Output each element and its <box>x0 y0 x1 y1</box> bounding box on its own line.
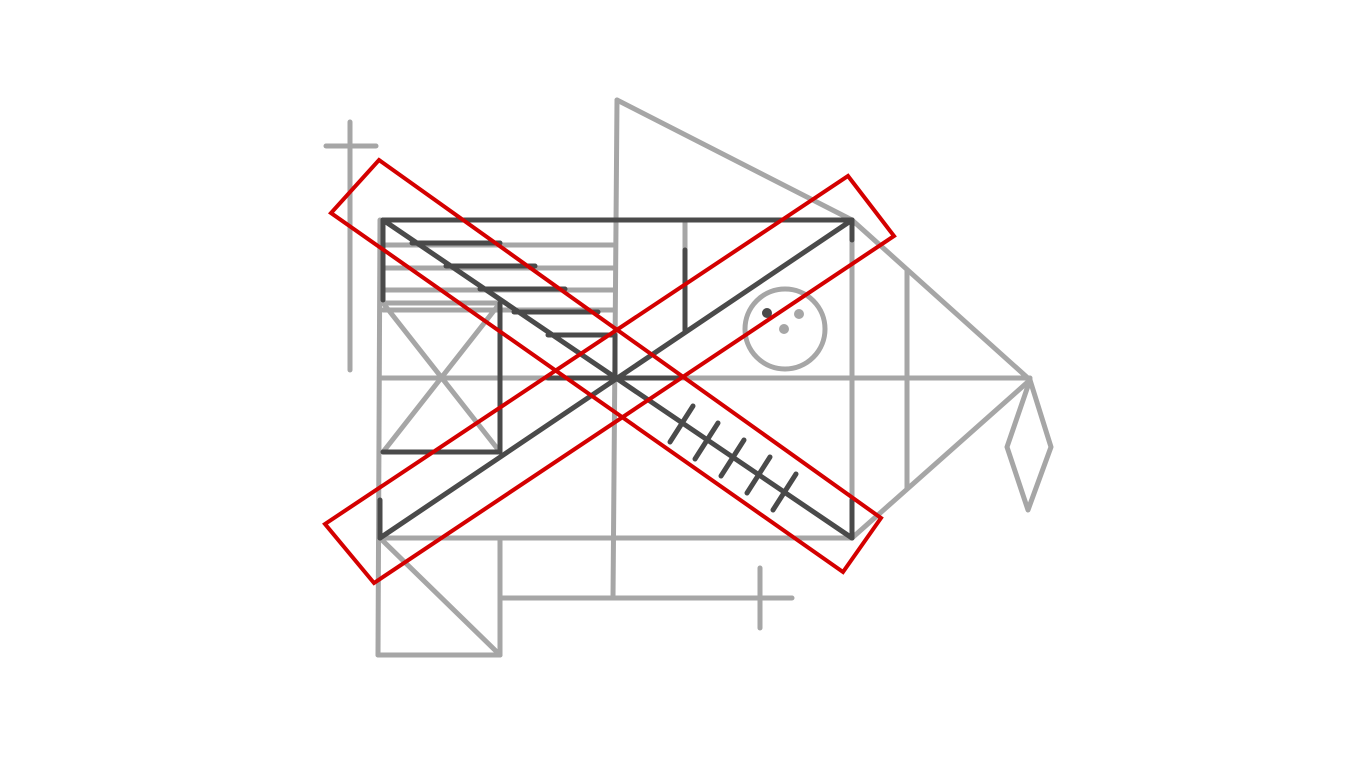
highlighted-figure <box>377 217 855 541</box>
head-upper-edge <box>849 217 1033 383</box>
dark-hatch-5 <box>770 471 799 513</box>
highlight-x <box>322 157 897 586</box>
bottom-diagonal <box>377 535 503 658</box>
eye-circle <box>742 286 828 372</box>
eye-dot-2 <box>794 309 804 319</box>
dark-hatch-3 <box>718 437 747 479</box>
dark-small-box <box>380 300 503 455</box>
highlight-rect-asc <box>322 173 897 586</box>
eye-dot-1 <box>762 308 772 318</box>
left-square-diag-2 <box>380 300 503 455</box>
dark-hatch-1 <box>667 403 696 445</box>
highlight-rect-desc <box>327 157 884 575</box>
pendant-diamond <box>1004 377 1054 513</box>
top-fin <box>614 97 855 223</box>
dark-hatch-4 <box>744 454 773 496</box>
eye-dot-3 <box>779 324 789 334</box>
main-frame-left <box>375 217 383 658</box>
head-lower-edge <box>849 377 1033 541</box>
dark-hatch-2 <box>692 420 721 462</box>
background-figure <box>323 97 1054 658</box>
